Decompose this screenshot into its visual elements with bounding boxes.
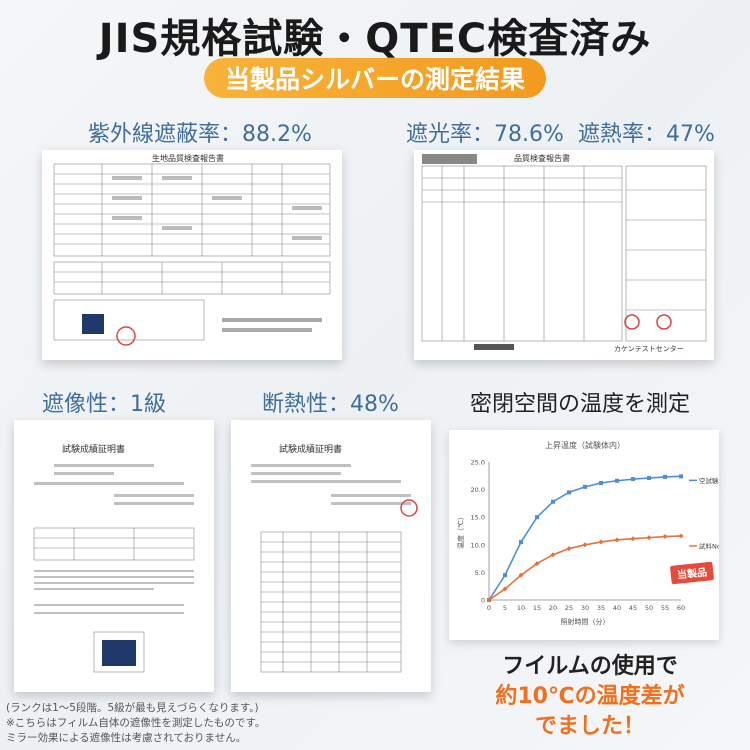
series-point (486, 597, 492, 603)
series-point (662, 534, 668, 540)
series-point (502, 586, 508, 592)
series-point (519, 540, 523, 545)
series-point (582, 542, 588, 548)
note-film: ※こちらはフィルム自体の遮像性を測定したものです。 (6, 717, 266, 729)
x-tick-label: 30 (581, 604, 589, 612)
product-badge (668, 560, 716, 586)
series-point (503, 573, 507, 578)
bottom-line-3: でました！ (534, 714, 645, 739)
temperature-chart-panel: 上昇温度（試験体内） 0 5.0 10.0 15.0 20.0 25.0 0 5 10 15 20 25… (449, 430, 725, 640)
series-point (518, 572, 524, 578)
doc3-title: 試験成績証明書 (62, 445, 126, 455)
x-tick-label: 55 (661, 604, 669, 612)
doc2-title: 品質検査報告書 (514, 154, 570, 163)
y-axis-label: 温度（℃） (456, 513, 465, 549)
y-tick-label: 0 (481, 597, 485, 605)
label-privacy: 遮像性：1級 (42, 392, 166, 417)
label-uv-cut: 紫外線遮蔽率：88.2% (88, 122, 312, 147)
series-point (583, 484, 587, 489)
series-point (614, 537, 620, 543)
series-point (663, 474, 667, 479)
x-tick-label: 45 (629, 604, 637, 612)
label-closed-space: 密閉空間の温度を測定 (470, 392, 691, 417)
note-rank: (ランクは1〜5段階。5級が最も見えづらくなります。) (6, 702, 259, 714)
x-tick-label: 60 (677, 604, 685, 612)
x-tick-label: 5 (503, 604, 507, 612)
x-tick-label: 40 (613, 604, 621, 612)
product-badge-label: 当製品 (676, 565, 707, 581)
x-tick-label: 10 (517, 604, 525, 612)
doc2-company: カケンテストセンター (614, 345, 684, 353)
series-point (599, 480, 603, 485)
series-point (646, 535, 652, 541)
note-mirror: ミラー効果による遮像性は考慮されておりません。 (6, 732, 247, 744)
legend-label: 空試験 (699, 476, 719, 485)
series-point (647, 476, 651, 481)
x-tick-label: 0 (487, 604, 491, 612)
series-point (567, 490, 571, 495)
x-tick-label: 20 (549, 604, 557, 612)
x-axis-label: 照射時間（分） (561, 617, 610, 626)
report-document-2: 品質検査報告書 カケンテストセンター (414, 150, 714, 360)
subtitle-pill: 当製品シルバーの測定結果 (204, 58, 546, 98)
series-point (679, 474, 683, 479)
series-point (631, 477, 635, 482)
series-point (615, 478, 619, 483)
temperature-chart: 上昇温度（試験体内） 0 5.0 10.0 15.0 20.0 25.0 0 5 10 15 20 25… (456, 440, 725, 626)
series-point (534, 561, 540, 567)
doc1-title: 生地品質検査報告書 (152, 154, 224, 163)
legend-label: 試料No1 (699, 541, 719, 550)
y-tick-label: 15.0 (471, 514, 485, 522)
y-tick-label: 5.0 (475, 569, 485, 577)
bottom-line-1: フイルムの使用で (502, 654, 678, 679)
y-tick-label: 10.0 (471, 541, 485, 549)
label-insulation: 断熱性：48% (262, 392, 399, 417)
report-document-1: 生地品質検査報告書 (42, 150, 342, 360)
y-tick-label: 20.0 (471, 486, 485, 494)
y-tick-label: 25.0 (471, 459, 485, 467)
series-point (678, 533, 684, 539)
page-title: JIS規格試験・QTEC検査済み (98, 16, 652, 62)
series-point (630, 536, 636, 542)
report-document-3: 試験成績証明書 (14, 420, 214, 692)
label-heat-block: 遮熱率：47% (578, 122, 715, 147)
doc4-title: 試験成績証明書 (279, 445, 343, 455)
x-tick-label: 25 (565, 604, 573, 612)
chart-title: 上昇温度（試験体内） (545, 440, 625, 450)
series-point (566, 546, 572, 552)
report-document-4: 試験成績証明書 (231, 420, 431, 692)
x-tick-label: 15 (533, 604, 541, 612)
series-point (598, 539, 604, 545)
x-tick-label: 35 (597, 604, 605, 612)
series-point (550, 552, 556, 558)
x-tick-label: 50 (645, 604, 653, 612)
series-point (551, 499, 555, 504)
series-point (535, 515, 539, 520)
bottom-line-2: 約10℃の温度差が (495, 684, 685, 709)
label-light-block: 遮光率：78.6% (406, 122, 564, 147)
